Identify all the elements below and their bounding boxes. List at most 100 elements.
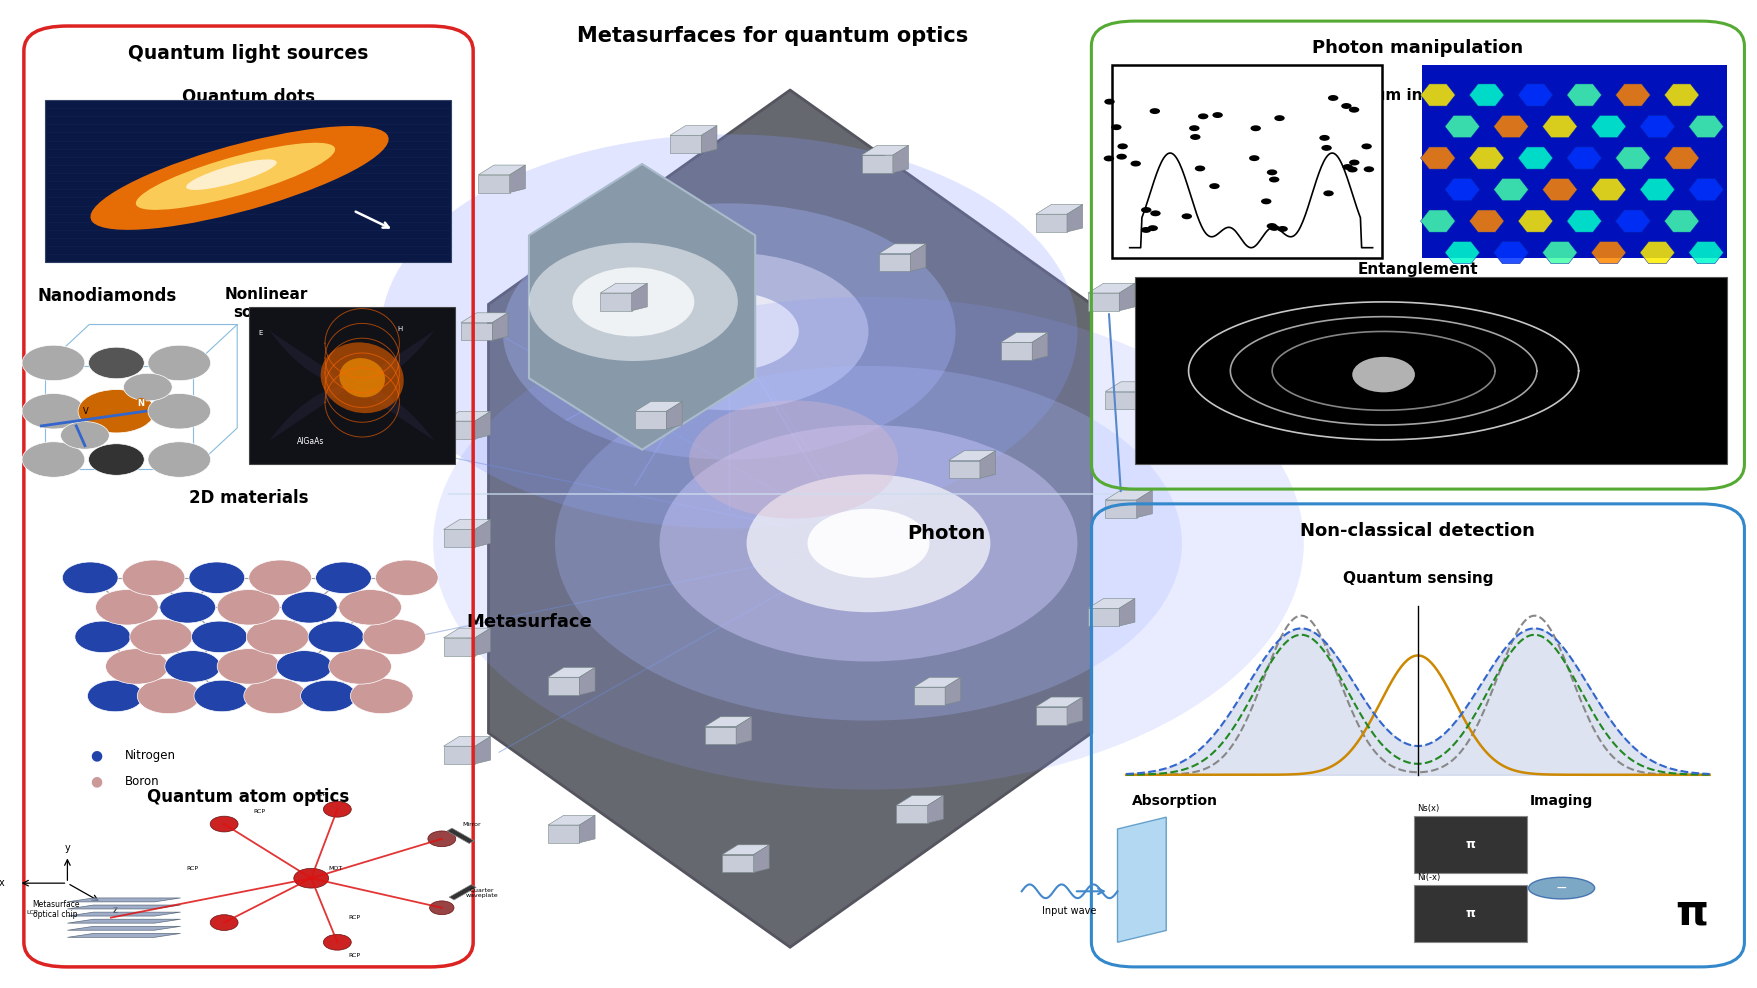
Text: ●: ● <box>90 775 102 788</box>
Circle shape <box>137 678 200 713</box>
Circle shape <box>307 621 364 653</box>
Text: Quantum light sources: Quantum light sources <box>128 43 369 63</box>
Bar <box>443 638 474 656</box>
Circle shape <box>329 649 392 684</box>
Circle shape <box>95 590 158 625</box>
Circle shape <box>190 562 244 594</box>
Polygon shape <box>1615 84 1650 106</box>
Circle shape <box>432 297 1304 789</box>
Bar <box>949 460 979 478</box>
Circle shape <box>1346 167 1356 173</box>
Polygon shape <box>580 815 594 843</box>
Circle shape <box>1327 95 1337 101</box>
Circle shape <box>1181 213 1191 219</box>
Polygon shape <box>754 845 770 872</box>
Polygon shape <box>1541 116 1576 137</box>
Bar <box>1035 706 1066 724</box>
Text: LCP: LCP <box>26 910 39 915</box>
Circle shape <box>362 619 425 655</box>
Polygon shape <box>460 313 508 322</box>
Bar <box>669 135 701 153</box>
Bar <box>44 100 450 263</box>
Polygon shape <box>1420 210 1455 232</box>
Text: N: N <box>137 399 144 408</box>
Circle shape <box>1260 199 1270 205</box>
Bar <box>861 155 893 173</box>
Polygon shape <box>1565 210 1601 232</box>
Circle shape <box>1209 183 1219 189</box>
Ellipse shape <box>135 142 336 209</box>
Ellipse shape <box>339 358 385 397</box>
Bar <box>443 746 474 764</box>
Polygon shape <box>67 919 181 923</box>
Text: π: π <box>1464 838 1474 852</box>
Circle shape <box>316 562 371 594</box>
Polygon shape <box>1590 179 1625 201</box>
Polygon shape <box>548 668 594 677</box>
Circle shape <box>244 678 306 713</box>
Bar <box>722 855 754 872</box>
Bar <box>248 307 455 464</box>
Circle shape <box>60 422 109 450</box>
Circle shape <box>1351 357 1414 392</box>
Polygon shape <box>488 90 1091 947</box>
Circle shape <box>1147 225 1158 231</box>
Circle shape <box>689 400 898 519</box>
Bar <box>1413 885 1525 943</box>
Polygon shape <box>1117 817 1165 943</box>
Circle shape <box>88 444 144 475</box>
Polygon shape <box>1444 116 1479 137</box>
Bar <box>1105 391 1137 409</box>
Bar <box>1000 342 1031 360</box>
Polygon shape <box>1493 179 1527 201</box>
Circle shape <box>323 801 351 817</box>
Circle shape <box>160 592 216 623</box>
Circle shape <box>1323 191 1334 197</box>
Polygon shape <box>928 795 944 823</box>
Bar <box>548 825 580 843</box>
Bar <box>1088 609 1119 626</box>
Text: z: z <box>112 905 118 915</box>
Circle shape <box>1274 116 1284 122</box>
Text: Quantum dots: Quantum dots <box>183 87 315 105</box>
Polygon shape <box>580 668 594 695</box>
Circle shape <box>1269 177 1279 183</box>
Text: Nitrogen: Nitrogen <box>125 749 176 762</box>
Circle shape <box>529 243 738 361</box>
Circle shape <box>1348 160 1358 165</box>
Circle shape <box>281 592 337 623</box>
Polygon shape <box>666 401 682 429</box>
Circle shape <box>1110 124 1121 130</box>
Circle shape <box>1247 155 1258 161</box>
Text: H: H <box>397 326 402 332</box>
Circle shape <box>1130 161 1140 167</box>
Circle shape <box>1212 112 1223 118</box>
Circle shape <box>1149 108 1160 114</box>
Polygon shape <box>878 244 926 254</box>
Circle shape <box>1140 207 1151 212</box>
Bar <box>1421 65 1725 258</box>
Text: RCP: RCP <box>348 952 360 957</box>
Circle shape <box>218 590 279 625</box>
Polygon shape <box>1615 210 1650 232</box>
Polygon shape <box>1688 179 1722 201</box>
Polygon shape <box>443 411 490 421</box>
Polygon shape <box>1035 205 1082 214</box>
Text: Quarter
waveplate: Quarter waveplate <box>466 887 497 898</box>
Polygon shape <box>1664 210 1699 232</box>
Polygon shape <box>1516 84 1551 106</box>
Circle shape <box>193 680 249 711</box>
Circle shape <box>1342 164 1353 170</box>
Text: x: x <box>0 878 4 888</box>
Text: Mirror: Mirror <box>462 822 480 827</box>
Circle shape <box>105 649 169 684</box>
Polygon shape <box>1469 84 1504 106</box>
Ellipse shape <box>1527 877 1594 899</box>
Polygon shape <box>1105 490 1151 500</box>
Text: Input wave: Input wave <box>1040 906 1095 916</box>
Text: RCP: RCP <box>253 809 265 814</box>
Polygon shape <box>1105 381 1151 391</box>
Polygon shape <box>474 411 490 439</box>
Circle shape <box>573 268 694 336</box>
Bar <box>1413 816 1525 873</box>
